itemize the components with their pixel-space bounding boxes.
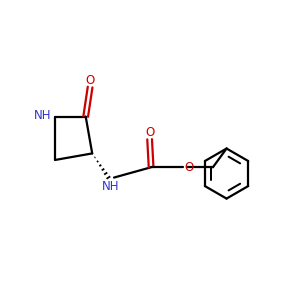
Text: O: O (185, 161, 194, 174)
Text: O: O (145, 126, 154, 139)
Text: O: O (85, 74, 94, 87)
Text: NH: NH (34, 109, 52, 122)
Text: NH: NH (102, 180, 119, 193)
